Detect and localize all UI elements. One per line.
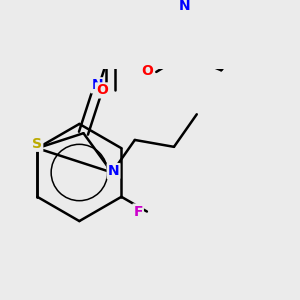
Text: N: N xyxy=(91,78,103,92)
Text: S: S xyxy=(32,137,42,151)
Text: N: N xyxy=(178,0,190,13)
Text: N: N xyxy=(108,164,119,178)
Text: O: O xyxy=(141,64,153,78)
Text: F: F xyxy=(133,205,143,218)
Text: O: O xyxy=(96,83,108,98)
